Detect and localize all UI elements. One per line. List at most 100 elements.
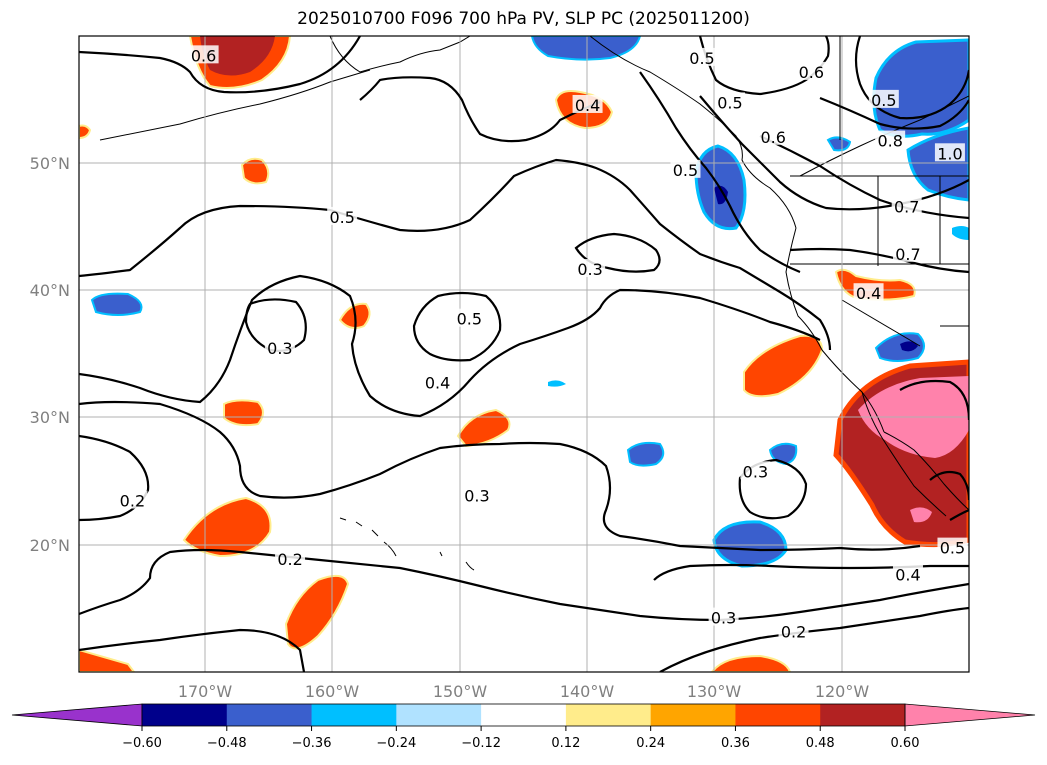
negative-pv-anomalies — [90, 36, 969, 568]
lon-label-120w: 120°W — [815, 682, 870, 701]
colorbar-swatch — [396, 704, 482, 726]
hawaii-islands — [339, 517, 475, 571]
contour-label-bg — [575, 259, 606, 278]
contour-labels: 0.6 0.4 0.5 0.6 0.5 0.6 0.5 0.8 1.0 0.5 0.7 0.7 0.5 0… — [117, 45, 968, 642]
pv-anomaly-neg-west — [90, 292, 143, 316]
pv-anomaly-neg-tiny-1 — [548, 380, 566, 387]
colorbar: −0.60 −0.48 −0.36 −0.24 −0.12 0.12 0.24 0.36 0.4… — [11, 703, 1036, 751]
lon-label-170w: 170°W — [178, 682, 233, 701]
colorbar-tick-label: 0.36 — [721, 736, 750, 751]
pv-anomaly-neg-mid — [626, 441, 665, 467]
contour-0-5-ne — [854, 36, 969, 120]
baja-california — [861, 391, 947, 517]
state-line-4 — [841, 299, 921, 347]
longitude-labels: 170°W 160°W 150°W 140°W 130°W 120°W — [178, 682, 870, 701]
contour-0-8 — [819, 96, 969, 130]
pv-anomaly-neg-small — [826, 136, 852, 152]
contour-label-bg — [853, 283, 884, 302]
contour-label-bg — [758, 126, 789, 145]
contour-label-bg — [714, 92, 745, 111]
contour-label-bg — [778, 621, 809, 640]
slp-contours — [79, 36, 969, 672]
west-coast-us — [785, 227, 885, 433]
contour-label: 0.4 — [895, 565, 920, 584]
colorbar-tick-label: −0.12 — [461, 736, 501, 751]
colorbar-swatch — [481, 704, 567, 726]
colorbar-swatch — [142, 704, 228, 726]
contour-label: 1.0 — [937, 144, 962, 163]
pv-anomaly-neg-south — [712, 520, 788, 568]
lat-label-30n: 30°N — [30, 408, 70, 427]
contour-label: 0.5 — [689, 49, 714, 68]
contour-label-bg — [670, 159, 701, 178]
contour-label: 0.3 — [267, 339, 292, 358]
pv-anomaly-sw-corner — [79, 648, 136, 672]
pv-anomaly-neg-arizona — [874, 332, 925, 362]
pv-anomaly-small-4 — [223, 399, 264, 427]
contour-label: 0.3 — [743, 462, 768, 481]
pv-anomaly-neg-arizona-core — [900, 341, 918, 352]
colorbar-tick-label: −0.36 — [292, 736, 332, 751]
pv-anomaly-aleutian-core — [200, 36, 275, 76]
contour-mexico-loop — [899, 379, 969, 521]
contour-label-bg — [875, 130, 906, 149]
lat-label-20n: 20°N — [30, 536, 70, 555]
contour-0-3-isolated — [738, 458, 808, 520]
contour-label-bg — [740, 461, 771, 480]
contour-label: 0.5 — [940, 539, 965, 558]
contour-label: 0.2 — [781, 623, 806, 642]
contour-label: 0.4 — [856, 284, 881, 303]
contour-label: 0.2 — [120, 492, 145, 511]
map-layers: 0.6 0.4 0.5 0.6 0.5 0.6 0.5 0.8 1.0 0.5 0.7 0.7 0.5 0… — [79, 36, 969, 672]
colorbar-tick-label: −0.48 — [207, 736, 247, 751]
colorbar-frame — [141, 703, 906, 727]
contour-0-3-band — [79, 548, 969, 622]
contour-label: 0.4 — [425, 373, 450, 392]
colorbar-tick-label: 0.60 — [891, 736, 920, 751]
contour-label-bg — [117, 490, 148, 509]
map-frame — [78, 35, 970, 673]
pv-anomaly-neg-alaska — [530, 36, 642, 61]
graticule — [79, 36, 969, 672]
lon-label-140w: 140°W — [560, 682, 615, 701]
lat-label-40n: 40°N — [30, 281, 70, 300]
colorbar-swatch — [650, 704, 736, 726]
colorbar-swatch — [565, 704, 652, 726]
contour-label: 0.8 — [877, 132, 902, 151]
mexico-mainland — [883, 431, 969, 511]
contour-label: 0.6 — [760, 128, 785, 147]
colorbar-swatch — [226, 704, 313, 726]
contour-0-6-nw — [79, 36, 361, 94]
contour-label: 0.5 — [329, 208, 354, 227]
contour-label-bg — [892, 243, 923, 262]
colorbar-tick-label: −0.60 — [122, 736, 162, 751]
map-title: 2025010700 F096 700 hPa PV, SLP PC (2025… — [297, 9, 750, 29]
contour-label: 0.5 — [717, 93, 742, 112]
contour-label: 0.6 — [191, 46, 216, 65]
colorbar-tick-label: 0.24 — [636, 736, 665, 751]
contour-label-bg — [327, 206, 358, 225]
colorbar-extend-high — [904, 703, 1036, 727]
contour-label-bg — [891, 196, 922, 215]
colorbar-swatch — [735, 704, 821, 726]
lat-label-50n: 50°N — [30, 154, 70, 173]
contour-0-5-north — [79, 158, 832, 351]
pv-anomaly-neg-canada — [872, 38, 969, 138]
pv-anomaly-neg-bc-core — [714, 185, 728, 205]
contour-label: 0.5 — [673, 161, 698, 180]
contour-label-bg — [934, 143, 965, 162]
lon-label-150w: 150°W — [433, 682, 488, 701]
contour-label: 0.6 — [799, 63, 824, 82]
contour-label-bg — [796, 61, 827, 80]
contour-label-bg — [868, 89, 899, 108]
contour-label-bg — [422, 372, 453, 391]
lon-label-130w: 130°W — [687, 682, 742, 701]
contour-0-6-alaska — [698, 36, 830, 96]
colorbar-tick-label: 0.12 — [551, 736, 580, 751]
pv-anomaly-west-1 — [182, 496, 272, 558]
pv-anomaly-mexico-core-2 — [910, 507, 932, 523]
colorbar-tick-label: 0.48 — [806, 736, 835, 751]
ocean-background — [79, 36, 969, 672]
contour-0-4-mid — [79, 274, 821, 418]
